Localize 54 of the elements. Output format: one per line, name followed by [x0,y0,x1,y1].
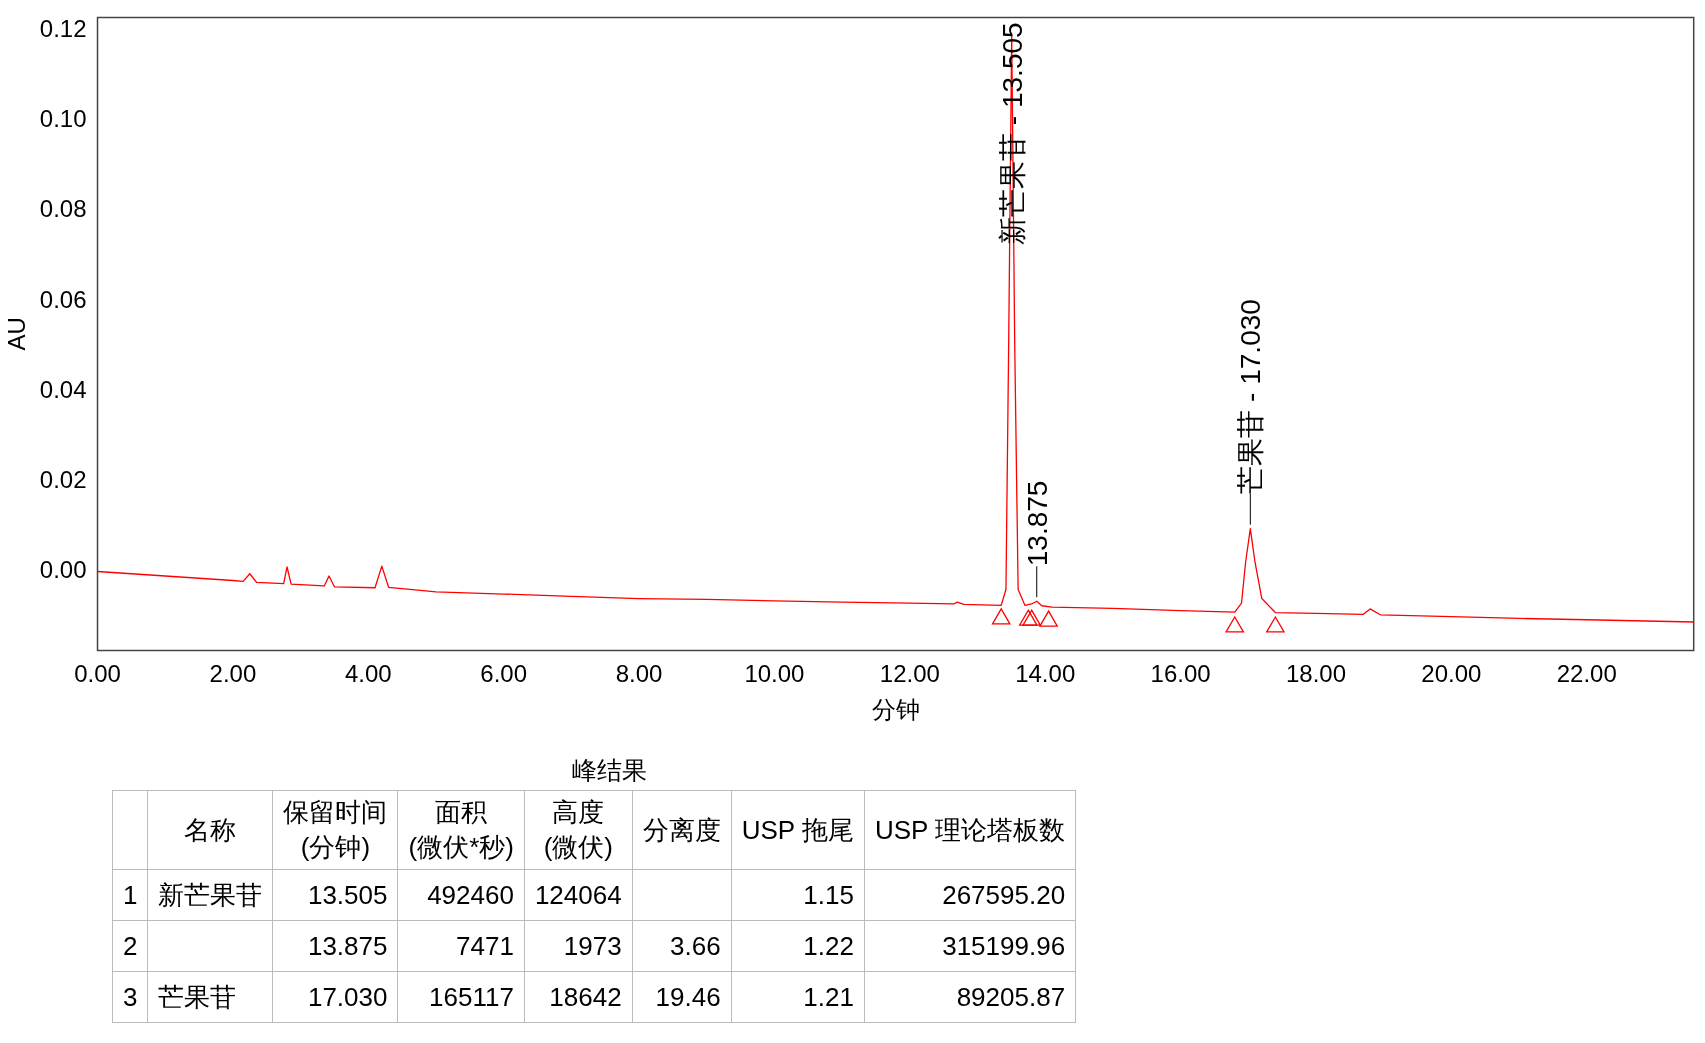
text: 124064 [524,869,633,921]
text: 315199.96 [864,920,1076,972]
x-tick-label: 22.00 [1556,660,1617,688]
text: USP 拖尾 [731,790,865,870]
x-tick-label: 18.00 [1285,660,1347,688]
x-tick-label: 20.00 [1421,660,1482,688]
text: 492460 [397,869,525,921]
text: 7471 [397,920,525,972]
text: 名称 [147,790,273,870]
text: 3.66 [632,920,732,972]
annotation: 新芒果苷 - 13.505 [996,22,1028,245]
x-tick-label: 12.00 [879,660,940,688]
text: 新芒果苷 [147,869,273,921]
x-tick-label: 10.00 [744,660,805,688]
y-tick-label: 0.02 [39,465,87,493]
x-tick-label: 8.00 [615,660,663,688]
text: 高度 (微伏) [524,790,633,870]
text: 芒果苷 [147,971,273,1023]
x-tick-label: 4.00 [344,660,392,688]
y-tick-label: 0.08 [39,195,87,223]
text: 267595.20 [864,869,1076,921]
y-tick-label: 0.12 [39,15,87,43]
text: 18642 [524,971,633,1023]
y-tick-label: 0.04 [39,375,87,403]
text: 17.030 [272,971,398,1023]
x-tick-label: 14.00 [1015,660,1076,688]
x-axis-title: 分钟 [871,696,920,724]
text: 1.22 [731,920,865,972]
y-tick-label: 0.06 [39,285,87,313]
text: 3 [112,971,148,1023]
text: 1.15 [731,869,865,921]
text: 13.875 [272,920,398,972]
text: 峰结果 [571,755,648,786]
text: 165117 [397,971,525,1023]
y-tick-label: 0.00 [39,556,87,584]
x-tick-label: 2.00 [209,660,257,688]
annotation: 13.875 [1021,480,1053,567]
text: 89205.87 [864,971,1076,1023]
x-tick-label: 16.00 [1150,660,1211,688]
text: 13.505 [272,869,398,921]
y-tick-label: 0.10 [39,105,87,133]
text: USP 理论塔板数 [864,790,1076,870]
text: 1.21 [731,971,865,1023]
text: 1 [112,869,148,921]
text: 分离度 [632,790,732,870]
x-tick-label: 6.00 [480,660,528,688]
text: 保留时间 (分钟) [272,790,398,870]
text: 1973 [524,920,633,972]
text: 面积 (微伏*秒) [397,790,525,870]
annotation: 芒果苷 - 17.030 [1235,299,1267,494]
x-tick-label: 0.00 [74,660,121,688]
y-axis-title: AU [3,317,31,351]
text: 19.46 [632,971,732,1023]
text: 2 [112,920,148,972]
